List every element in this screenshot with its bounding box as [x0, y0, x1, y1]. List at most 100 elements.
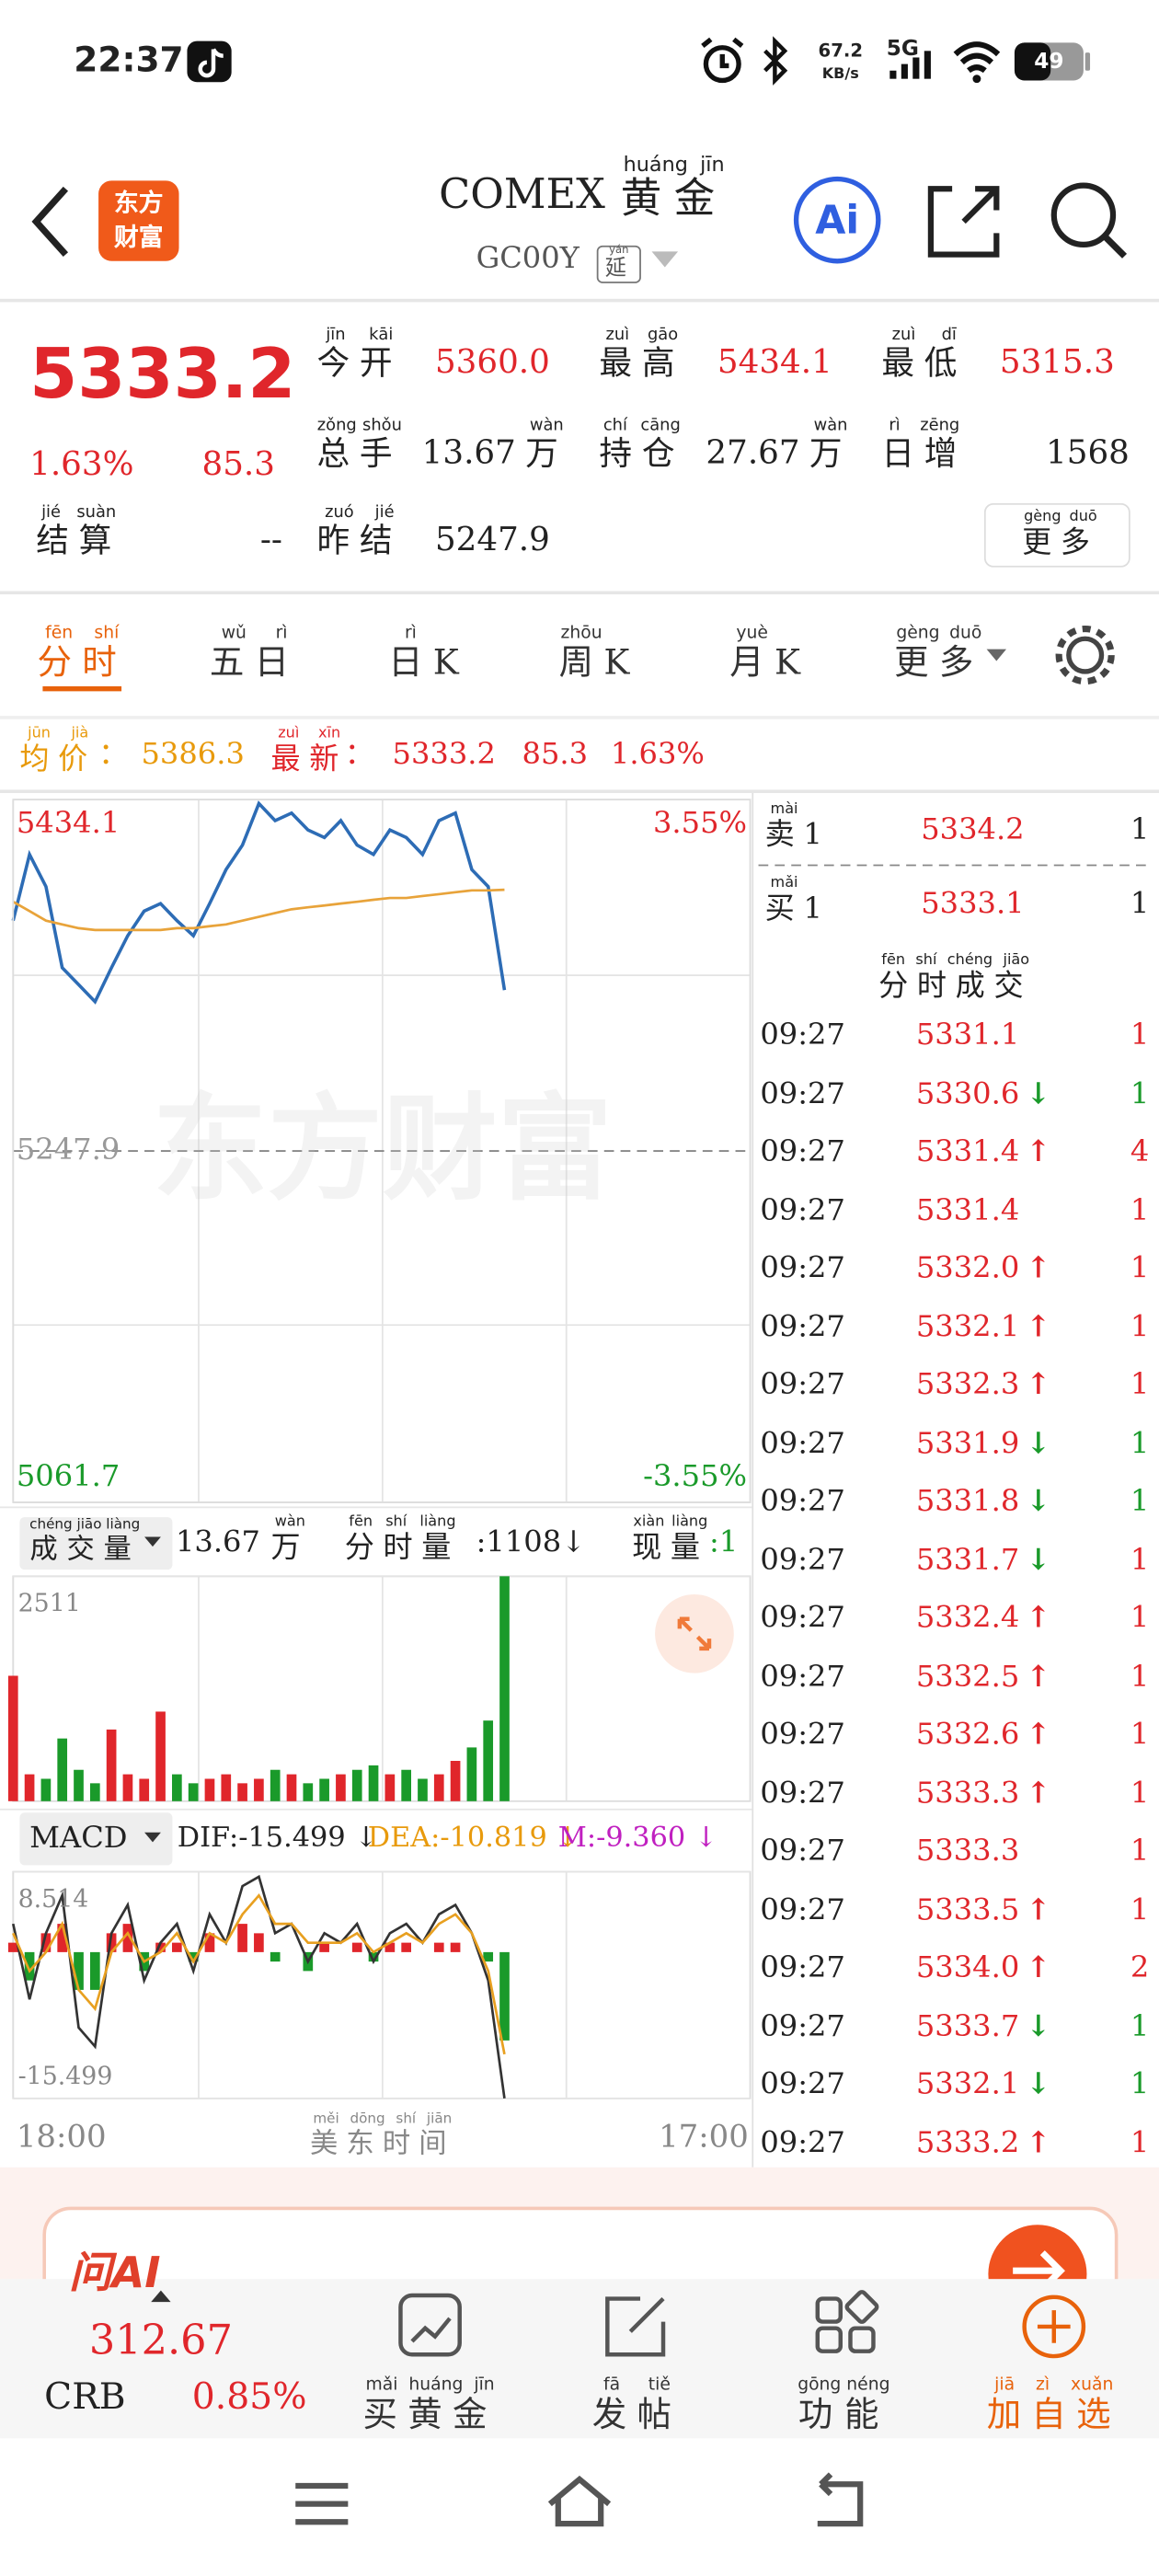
volume-bar	[466, 1747, 477, 1801]
hanzi: 现量	[632, 1530, 709, 1566]
ai-button[interactable]	[793, 176, 881, 264]
share-button[interactable]	[927, 186, 1000, 258]
search-button[interactable]	[1050, 182, 1117, 248]
icon-buy	[398, 2293, 462, 2357]
macd-selector[interactable]	[19, 1812, 173, 1866]
text: 5331.4	[915, 1192, 1020, 1228]
volume-bar	[286, 1774, 297, 1801]
volume-selector[interactable]	[19, 1517, 173, 1570]
hanzi: 功能	[798, 2395, 890, 2434]
back-button[interactable]	[31, 186, 69, 258]
nav-home[interactable]	[547, 2475, 612, 2527]
nav-menu[interactable]	[295, 2482, 349, 2525]
field-value: 1568	[1046, 431, 1130, 472]
chart-frame	[12, 799, 752, 1503]
dropdown-arrow	[986, 649, 1007, 661]
ruby: 最高zuì gāo	[599, 327, 684, 383]
macd-bar	[351, 1942, 362, 1952]
ruby: 更多gèng duō	[1022, 510, 1099, 560]
tab[interactable]: 五日wǔ rì	[210, 623, 299, 681]
volume-bar	[254, 1778, 264, 1801]
field-value: 5315.3	[999, 341, 1115, 382]
tab-underline	[42, 686, 122, 692]
signal-bar	[901, 63, 908, 79]
hanzi: 卖	[764, 818, 804, 853]
settings-button[interactable]	[1066, 636, 1105, 674]
macd-bar	[122, 1924, 133, 1952]
text: 4	[1130, 1134, 1150, 1169]
text: 1	[1130, 1659, 1150, 1694]
text: 312.67	[88, 2316, 233, 2364]
volume-bar	[7, 1675, 18, 1801]
expand-button[interactable]	[655, 1593, 734, 1673]
icon-post	[605, 2296, 666, 2357]
label: 现量xiàn liàng	[632, 1514, 709, 1564]
text: DEA:-10.819 ↓	[367, 1822, 580, 1855]
bottom-item[interactable]: 买黄金mǎi huáng jīn	[363, 2375, 498, 2432]
text: 5331.7	[915, 1542, 1020, 1578]
label: 万wàn	[809, 417, 852, 469]
text: 09:27	[760, 1426, 845, 1461]
ruby: 分时fēn shí	[38, 623, 127, 683]
trade-arrow: ↓	[1026, 2066, 1051, 2102]
text: 1	[1130, 2125, 1150, 2160]
hanzi: 更多	[1022, 525, 1099, 560]
trade-arrow: ↑	[1026, 1601, 1051, 1636]
macd-bar	[89, 1951, 100, 1990]
text: 5386.3	[141, 737, 245, 772]
pinyin: wàn	[809, 417, 853, 435]
bottom-item[interactable]: 功能gōng néng	[798, 2375, 890, 2434]
trade-arrow: ↑	[1026, 1950, 1051, 1985]
suffix: K	[603, 642, 630, 683]
tab[interactable]: 周zhōuK	[559, 623, 630, 683]
pinyin: fēn shí	[37, 623, 127, 643]
y-tick-label: 5247.9	[16, 1133, 120, 1167]
suffix: K	[775, 642, 801, 683]
tiktok-icon	[187, 40, 232, 83]
macd-line	[12, 1892, 506, 2055]
hanzi: 加自选	[986, 2395, 1121, 2434]
label: 万wàn	[525, 417, 568, 469]
macd-bar	[24, 1951, 35, 1981]
text: 09:27	[760, 1075, 845, 1111]
label: 延yán	[605, 243, 633, 279]
more-button[interactable]	[983, 503, 1130, 568]
pinyin: zuì gāo	[599, 326, 685, 345]
tab[interactable]: 更多gèng duō	[894, 623, 983, 681]
hanzi: 昨结	[316, 520, 403, 560]
nav-back[interactable]	[817, 2472, 864, 2527]
signal-bar	[889, 70, 897, 79]
text: 5330.6	[915, 1075, 1020, 1111]
alarm-icon	[703, 45, 741, 84]
ruby: 周zhōu	[559, 623, 604, 683]
text: 1	[1130, 1367, 1150, 1403]
macd-bar	[499, 1951, 510, 2041]
trade-arrow: ↑	[1026, 1134, 1051, 1169]
bluetooth-icon	[763, 36, 788, 86]
pinyin: fā tiě	[591, 2375, 683, 2396]
pinyin: rì	[388, 623, 433, 643]
volume-bar	[450, 1760, 461, 1801]
tab[interactable]: 日rìK	[388, 623, 459, 681]
text: 5333.1	[921, 886, 1025, 922]
hanzi: 黄金	[620, 174, 728, 223]
macd-bar	[7, 1942, 18, 1952]
tab[interactable]: 月yuèK	[729, 623, 801, 683]
bottom-item[interactable]: 发帖fā tiě	[591, 2375, 683, 2432]
hanzi: 万	[809, 432, 853, 473]
expand-icon	[677, 1616, 712, 1651]
tab[interactable]: 分时fēn shí	[38, 623, 127, 683]
label: 结算jié suàn	[36, 504, 121, 557]
volume-bar	[106, 1729, 117, 1801]
ruby: 均价jūn jià	[19, 726, 97, 776]
bottom-item[interactable]: 加自选jiā zì xuǎn	[986, 2375, 1121, 2434]
macd-bar	[74, 1951, 84, 1990]
divider	[0, 591, 1159, 595]
label: 最高zuì gāo	[599, 327, 684, 379]
text: 5332.1	[915, 2066, 1020, 2102]
label: 最新zuì xīn	[270, 726, 348, 776]
text: 5333.2	[915, 2125, 1020, 2160]
y-tick-label: 5434.1	[16, 806, 120, 841]
